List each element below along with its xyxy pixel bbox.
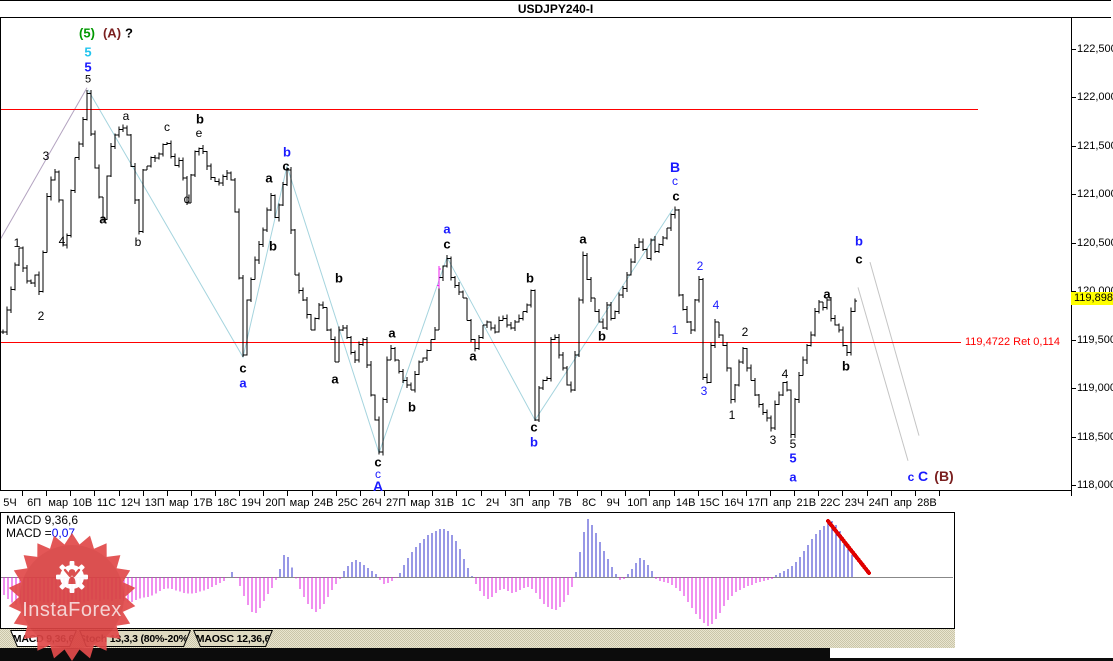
logo-text: InstaForex <box>22 599 121 621</box>
tab-maosc-label: MAOSC 12,36,6 <box>195 632 271 645</box>
macd-red-trendline <box>826 519 871 575</box>
support-resistance-lines <box>0 109 978 343</box>
current-price-badge: 119,898 <box>1071 292 1113 305</box>
highlighted-bar <box>437 266 441 289</box>
macd-indicator-label: MACD 9,36,6 <box>6 513 79 527</box>
instaforex-logo: InstaForex <box>0 526 150 661</box>
macd-value-prefix: MACD = <box>6 526 52 540</box>
logo-circle <box>20 545 124 649</box>
retracement-label: 119,4722 Ret 0,114 <box>965 336 1061 348</box>
chart-title: USDJPY240-I <box>517 2 594 16</box>
bottom-strip <box>0 648 830 659</box>
macd-value: 0,07 <box>51 526 76 540</box>
logo-gear-icon <box>56 561 88 593</box>
macd-header: MACD 9,36,6 MACD =0,07 <box>6 514 78 540</box>
price-bars <box>1 89 857 456</box>
tab-maosc[interactable]: MAOSC 12,36,6 <box>193 630 273 647</box>
chart-plot-area[interactable] <box>0 17 1071 490</box>
chart-frame <box>0 17 1076 496</box>
bottom-border <box>0 658 1113 661</box>
current-price-value: 119,898 <box>1074 292 1113 304</box>
chart-title-bar: USDJPY240-I <box>0 0 1111 18</box>
